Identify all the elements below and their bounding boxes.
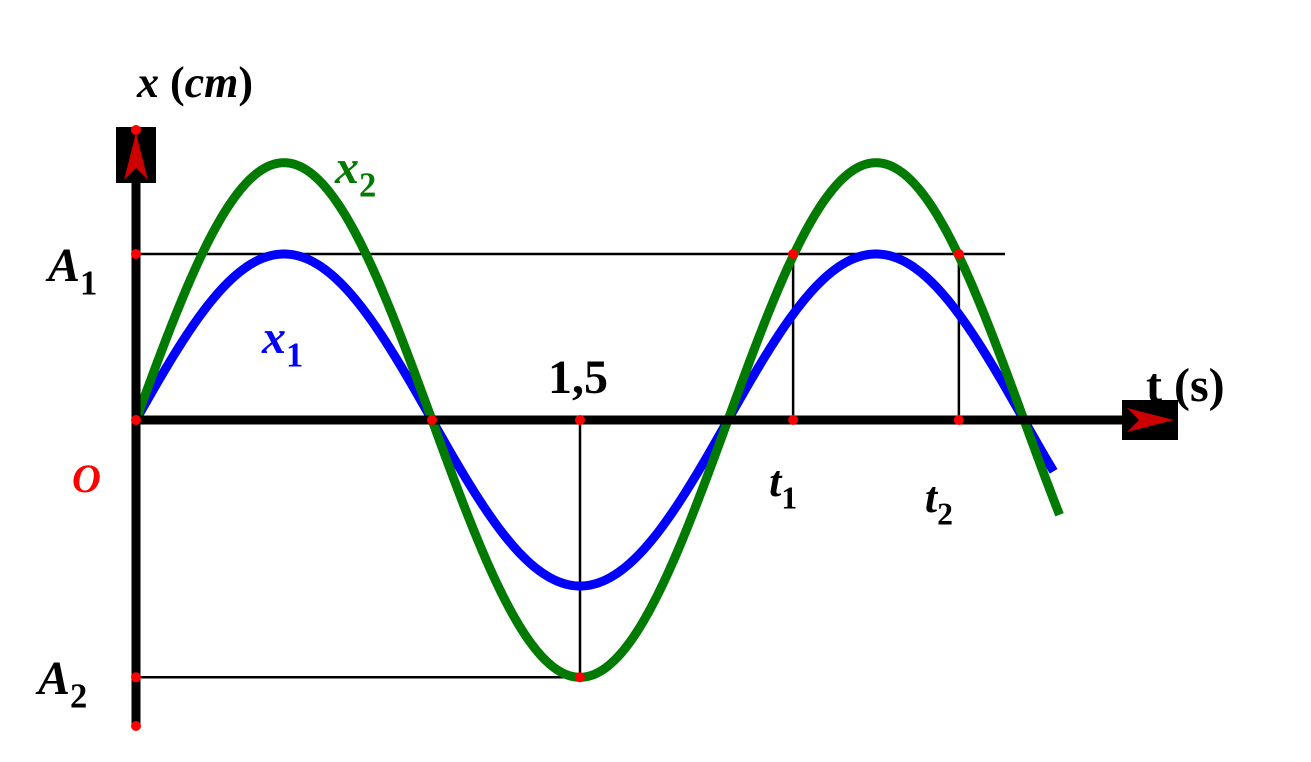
series-curves bbox=[131, 158, 1064, 682]
zero-crossing-marker bbox=[427, 415, 437, 425]
tick-1-5-marker bbox=[575, 415, 585, 425]
x-tick-label-1-5: 1,5 bbox=[548, 351, 608, 404]
series-x1-label: x1 bbox=[261, 311, 303, 374]
t2-axis-marker bbox=[953, 415, 964, 425]
y-axis-arrow bbox=[116, 127, 156, 183]
t1-axis-marker bbox=[788, 415, 799, 425]
x2-min-marker bbox=[575, 672, 585, 683]
x-tick-label-t1: t1 bbox=[769, 457, 797, 515]
t2-curve-marker bbox=[953, 249, 964, 259]
axes bbox=[116, 127, 1178, 728]
point-markers bbox=[131, 125, 964, 731]
y-tick-label-a2: A2 bbox=[35, 652, 87, 715]
y-axis-bottom-marker bbox=[131, 721, 141, 731]
y-tick-label-a1: A1 bbox=[45, 239, 97, 302]
series-labels: x1 x2 bbox=[261, 141, 376, 374]
a1-marker bbox=[131, 249, 141, 259]
origin-marker bbox=[131, 415, 141, 425]
series-x2-label: x2 bbox=[334, 141, 376, 204]
x-tick-label-t2: t2 bbox=[925, 473, 953, 531]
y-axis-top-marker bbox=[131, 125, 141, 135]
series-2-curve bbox=[131, 158, 1064, 682]
tick-labels: 1,5 t1 t2 A1 A2 bbox=[35, 239, 953, 715]
y-axis-title: x (cm) bbox=[136, 58, 253, 107]
a2-marker bbox=[131, 672, 141, 683]
x-axis-arrow bbox=[1122, 400, 1178, 440]
origin-label: O bbox=[72, 456, 101, 501]
x-axis-title: t (s) bbox=[1146, 359, 1225, 412]
t1-curve-marker bbox=[788, 249, 799, 259]
series-1-curve bbox=[132, 249, 1058, 591]
